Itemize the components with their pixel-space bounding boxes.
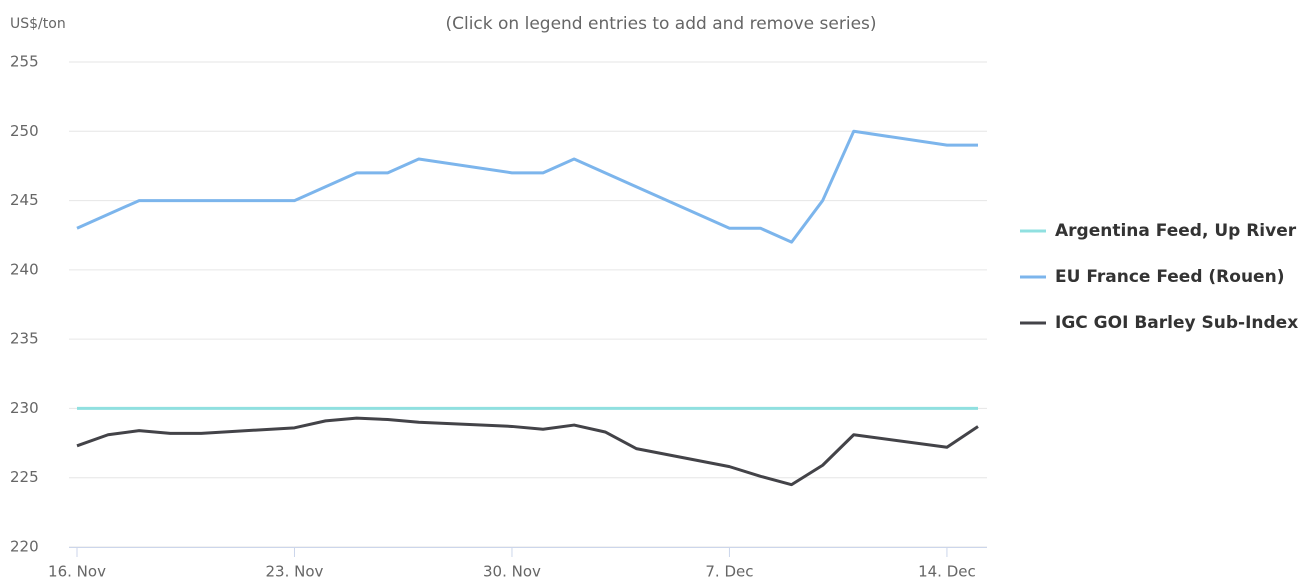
series-line: [76, 129, 978, 244]
x-tick-label: 14. Dec: [918, 563, 976, 579]
x-tick-label: 16. Nov: [48, 563, 106, 579]
legend-item[interactable]: IGC GOI Barley Sub-Index: [1020, 313, 1298, 333]
legend-item[interactable]: EU France Feed (Rouen): [1020, 267, 1284, 287]
y-tick-label: 250: [10, 122, 39, 140]
series-line: [76, 416, 979, 487]
y-axis-label: US$/ton: [10, 16, 66, 32]
series: [76, 416, 979, 487]
y-tick-label: 225: [10, 468, 39, 486]
y-tick-label: 245: [10, 191, 39, 209]
legend-label: EU France Feed (Rouen): [1055, 267, 1284, 287]
series: [76, 129, 978, 244]
x-tick-label: 23. Nov: [266, 563, 324, 579]
y-tick-label: 255: [10, 53, 39, 71]
x-tick-label: 30. Nov: [483, 563, 541, 579]
y-tick-label: 220: [10, 538, 39, 556]
y-tick-label: 230: [10, 399, 39, 417]
legend-label: IGC GOI Barley Sub-Index: [1055, 313, 1298, 333]
legend-label: Argentina Feed, Up River: [1055, 221, 1297, 241]
legend-item[interactable]: Argentina Feed, Up River: [1020, 221, 1297, 241]
x-tick-label: 7. Dec: [705, 563, 753, 579]
y-tick-label: 235: [10, 330, 39, 348]
chart-subtitle: (Click on legend entries to add and remo…: [445, 14, 876, 34]
y-tick-label: 240: [10, 260, 39, 278]
